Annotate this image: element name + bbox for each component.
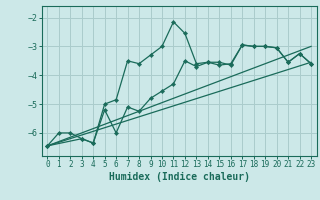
X-axis label: Humidex (Indice chaleur): Humidex (Indice chaleur) [109,172,250,182]
